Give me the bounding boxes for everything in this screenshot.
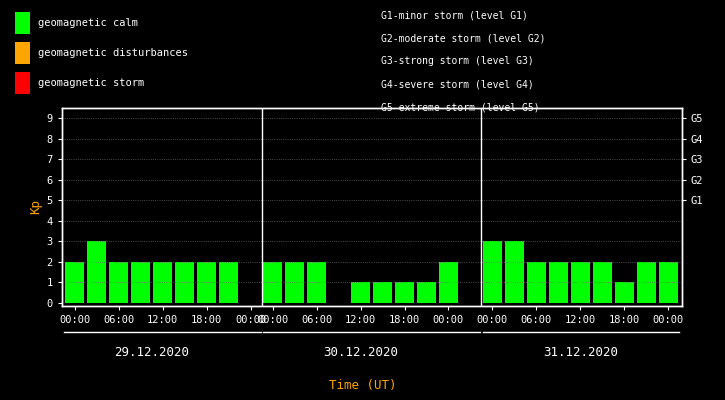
Text: G5-extreme storm (level G5): G5-extreme storm (level G5): [381, 103, 539, 113]
Bar: [109, 262, 128, 303]
Text: G2-moderate storm (level G2): G2-moderate storm (level G2): [381, 33, 545, 43]
Text: geomagnetic disturbances: geomagnetic disturbances: [38, 48, 188, 58]
Bar: [659, 262, 678, 303]
Text: G1-minor storm (level G1): G1-minor storm (level G1): [381, 10, 528, 20]
Bar: [88, 241, 106, 303]
Bar: [439, 262, 458, 303]
Bar: [285, 262, 304, 303]
Text: G4-severe storm (level G4): G4-severe storm (level G4): [381, 80, 534, 90]
Bar: [220, 262, 238, 303]
Text: G3-strong storm (level G3): G3-strong storm (level G3): [381, 56, 534, 66]
Bar: [263, 262, 282, 303]
Bar: [527, 262, 546, 303]
Text: 31.12.2020: 31.12.2020: [543, 346, 618, 359]
Bar: [637, 262, 655, 303]
Bar: [373, 282, 392, 303]
Bar: [593, 262, 612, 303]
Bar: [351, 282, 370, 303]
Bar: [154, 262, 172, 303]
Text: geomagnetic calm: geomagnetic calm: [38, 18, 138, 28]
Bar: [505, 241, 523, 303]
Bar: [175, 262, 194, 303]
Text: 29.12.2020: 29.12.2020: [115, 346, 189, 359]
Bar: [615, 282, 634, 303]
Text: geomagnetic storm: geomagnetic storm: [38, 78, 144, 88]
Bar: [307, 262, 326, 303]
Text: Time (UT): Time (UT): [328, 379, 397, 392]
Y-axis label: Kp: Kp: [29, 200, 42, 214]
Bar: [395, 282, 414, 303]
Bar: [65, 262, 84, 303]
Bar: [549, 262, 568, 303]
Text: 30.12.2020: 30.12.2020: [323, 346, 398, 359]
Bar: [197, 262, 216, 303]
Bar: [417, 282, 436, 303]
Bar: [131, 262, 150, 303]
Bar: [571, 262, 589, 303]
Bar: [483, 241, 502, 303]
